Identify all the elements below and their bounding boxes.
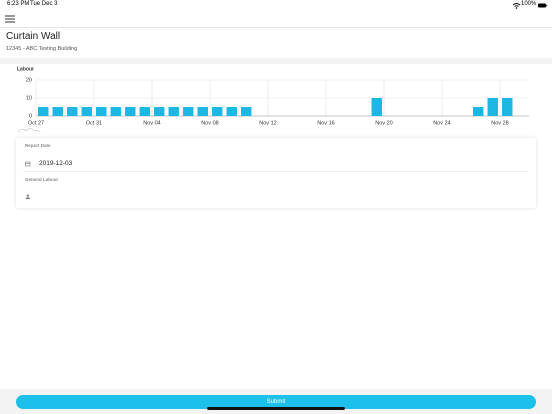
x-tick-label: Oct 27 — [28, 120, 44, 126]
page-title: Curtain Wall — [6, 31, 61, 42]
submit-button[interactable]: Submit — [16, 395, 536, 409]
bar — [38, 107, 49, 116]
bar — [473, 107, 484, 116]
y-tick-label: 20 — [26, 77, 32, 83]
bar — [371, 98, 382, 116]
page-subtitle: 12345 - ABC Testing Building — [6, 46, 78, 52]
x-tick-label: Nov 04 — [143, 120, 160, 126]
form-card: Report Date 2019-12-03 General Labour — [16, 138, 536, 208]
x-tick-label: Nov 12 — [259, 120, 276, 126]
home-indicator — [207, 407, 345, 410]
bar — [241, 107, 252, 116]
x-tick-label: Nov 08 — [201, 120, 218, 126]
x-tick-label: Nov 20 — [375, 120, 392, 126]
bar — [212, 107, 223, 116]
x-tick-label: Oct 31 — [86, 120, 102, 126]
bar — [125, 107, 136, 116]
status-time: 6:23 PM — [7, 1, 30, 7]
bar — [110, 107, 121, 116]
bar — [226, 107, 237, 116]
x-tick-label: Nov 28 — [491, 120, 508, 126]
x-tick-label: Nov 24 — [433, 120, 450, 126]
y-axis-label: Labour — [17, 66, 34, 72]
bar — [154, 107, 165, 116]
menu-button[interactable] — [5, 15, 17, 24]
minimap — [17, 128, 41, 133]
header-divider — [0, 27, 552, 28]
x-tick-label: Nov 16 — [317, 120, 334, 126]
chart: Labour 0 10 20 Oct 27 Oct 31 Nov 04 Nov 08 Nov … — [17, 66, 529, 133]
status-battery: 100% — [521, 1, 537, 7]
y-tick-label: 0 — [29, 113, 32, 119]
bar — [487, 98, 498, 116]
general-labour-label: General Labour — [25, 177, 59, 182]
calendar-icon — [25, 161, 31, 167]
bar — [52, 107, 63, 116]
bar — [96, 107, 107, 116]
bar — [502, 98, 513, 116]
bar — [81, 107, 92, 116]
person-icon[interactable] — [25, 194, 31, 200]
field-divider — [23, 171, 528, 172]
bar — [183, 107, 194, 116]
status-icons — [512, 3, 548, 9]
bar — [168, 107, 179, 116]
bar — [139, 107, 150, 116]
bar — [197, 107, 208, 116]
report-date-label: Report Date — [25, 143, 51, 148]
status-date: Tue Dec 3 — [30, 1, 58, 7]
report-date-field[interactable]: 2019-12-03 — [39, 160, 73, 167]
section-band — [0, 58, 552, 64]
bar — [67, 107, 78, 116]
y-tick-label: 10 — [26, 95, 32, 101]
